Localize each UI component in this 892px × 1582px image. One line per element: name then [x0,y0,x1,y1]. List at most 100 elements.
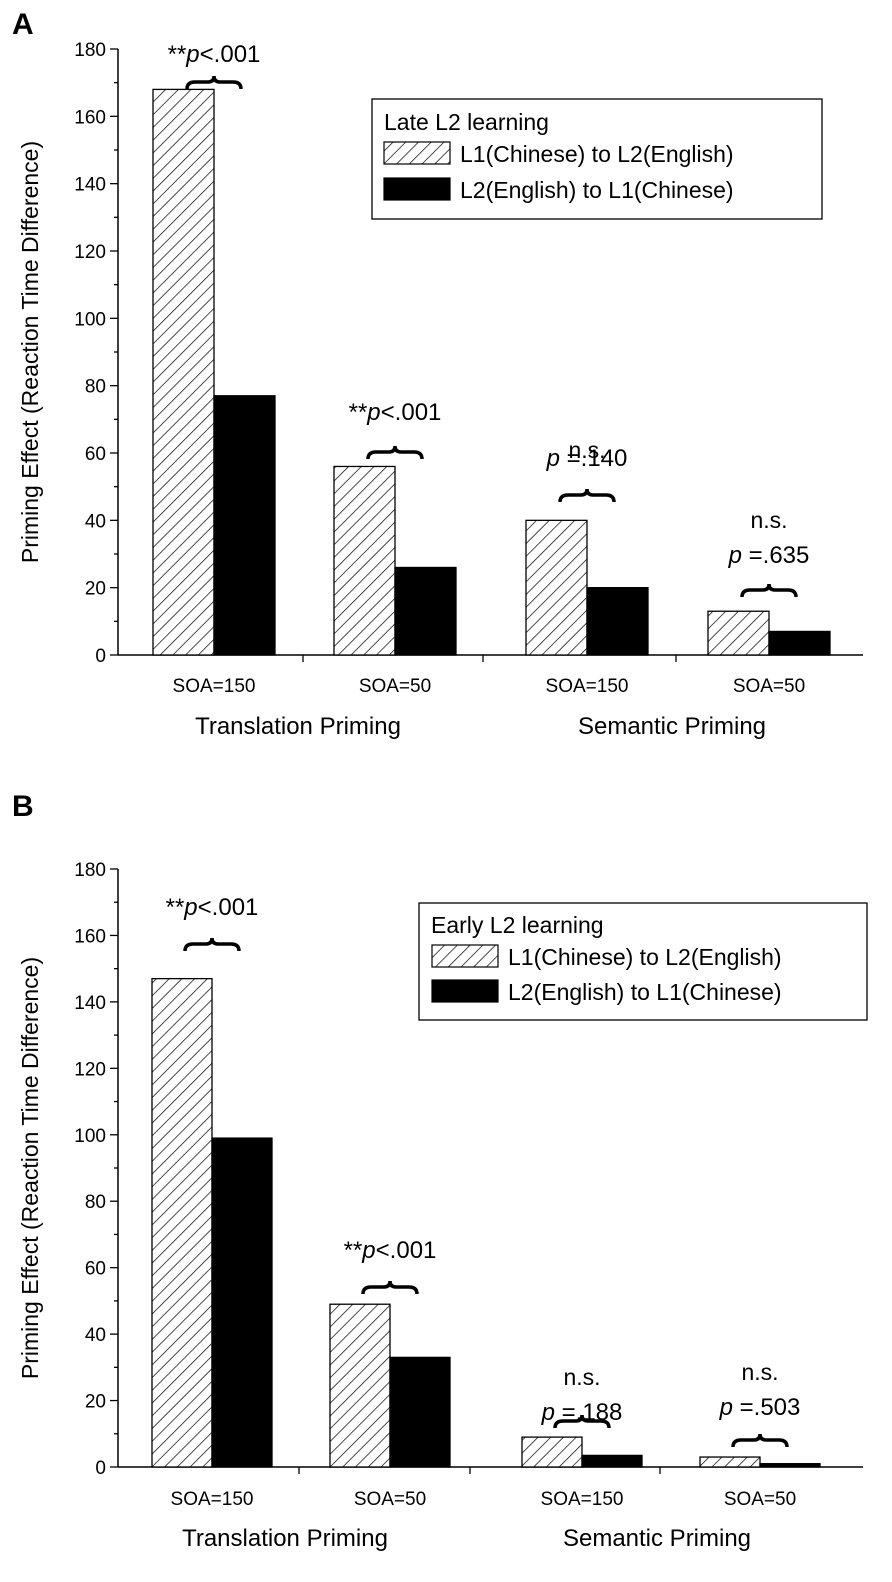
chart-b-bar-l2-to-l1-3 [759,1463,821,1468]
chart-a-legend-title: Late L2 learning [384,109,549,135]
chart-b-annotation-stars: ** [166,894,185,921]
chart-b-brace [183,937,241,952]
chart-b-y-tick-label: 140 [74,993,106,1014]
chart-a-brace [558,488,616,503]
chart-b-group-label: Semantic Priming [563,1525,751,1552]
chart-a-y-tick-label: 20 [85,579,106,600]
chart-a-bar-l1-to-l2-1 [333,465,396,656]
chart-b-annotation-value: <.001 [376,1237,437,1264]
chart-b-annotation-p-italic: p [541,1399,555,1426]
chart-a-bar-l2-to-l1-1 [394,566,457,656]
chart-a-svg: A 0 20 40 60 80 100 120 140 160 180 Priming Effect … [12,8,863,740]
chart-b-annotation-value: <.001 [198,894,259,921]
chart-a-annotation-ns: n.s. [750,507,787,533]
chart-a-bar-l2-to-l1-0 [213,395,276,656]
chart-b-group-label: Translation Priming [182,1525,388,1552]
chart-a-group-label: Semantic Priming [578,713,766,740]
chart-a-brace [185,75,243,90]
chart-b-category-label: SOA=150 [171,1489,254,1510]
chart-a-bar-l1-to-l2-0 [152,88,215,656]
chart-b-bar-l2-to-l1-2 [581,1454,643,1468]
chart-a-annotation-p-italic: p [185,41,199,68]
chart-a-bar-l1-to-l2-2 [525,519,588,656]
chart-b-panel-label: B [12,791,34,823]
chart-a-y-tick-label: 60 [85,444,106,465]
chart-a-annotation-value: <.001 [200,41,261,68]
chart-a-y-tick-label: 40 [85,511,106,532]
chart-b-annotation-p-italic: p [361,1237,375,1264]
chart-b-bar-l1-to-l2-0 [151,977,213,1468]
chart-a-annotation-p-italic: p [366,399,380,426]
chart-b-y-tick-label: 40 [85,1325,106,1346]
chart-a-brace [740,583,798,598]
chart-b-category-label: SOA=50 [724,1489,796,1510]
chart-a-group-label: Translation Priming [195,713,401,740]
chart-a-bar-l2-to-l1-3 [768,630,831,656]
chart-a-annotation-p: p =.140 [546,445,628,472]
chart-a-y-tick-label: 180 [74,40,106,61]
chart-b-annotation-p: p =.188 [541,1399,623,1426]
chart-a-annotation-stars: ** [349,399,368,426]
chart-a-y-tick-label: 140 [74,175,106,196]
chart-b-y-tick-label: 100 [74,1126,106,1147]
chart-a-annotation-value: <.001 [381,399,442,426]
chart-b-annotation-value: =.503 [733,1394,800,1421]
chart-b-y-tick-label: 0 [95,1458,106,1479]
chart-b-legend-entry: L1(Chinese) to L2(English) [508,944,782,970]
chart-b-svg: B 0 20 40 60 80 100 120 140 160 180 Priming Effect … [12,791,868,1552]
chart-a-legend-swatch-solid [383,177,451,201]
chart-a-bar-l1-to-l2-3 [707,610,770,656]
chart-a-annotation-stars: ** [168,41,187,68]
chart-b-annotation-p: **p<.001 [166,894,259,921]
chart-b-annotation-stars: ** [344,1237,363,1264]
chart-a-annotation-value: =.140 [560,445,627,472]
chart-a-y-axis-label: Priming Effect (Reaction Time Difference… [17,141,43,563]
chart-b-annotation-p-italic: p [183,894,197,921]
chart-a-y-tick-label: 160 [74,107,106,128]
chart-b-legend-entry: L2(English) to L1(Chinese) [508,979,782,1005]
chart-b-category-label: SOA=50 [354,1489,426,1510]
chart-a-category-label: SOA=150 [546,676,629,697]
chart-a-annotation-p: **p<.001 [349,399,442,426]
chart-b-annotation-p-italic: p [719,1394,733,1421]
chart-b-brace [361,1280,419,1295]
chart-a-legend-swatch-hatched [383,141,451,165]
chart-a-panel-label: A [12,8,34,41]
chart-a-annotation-ns: n.s. [568,437,605,463]
chart-b-annotation-ns: n.s. [741,1359,778,1385]
chart-b-y-tick-label: 80 [85,1192,106,1213]
chart-b-category-label: SOA=150 [541,1489,624,1510]
chart-b-annotation-p: p =.503 [719,1394,801,1421]
chart-b-bar-l2-to-l1-0 [211,1137,273,1468]
chart-b-bar-l1-to-l2-1 [329,1303,391,1468]
chart-a-category-label: SOA=50 [359,676,431,697]
chart-b-annotation-p: **p<.001 [344,1237,437,1264]
chart-a-legend-entry: L1(Chinese) to L2(English) [460,141,734,167]
chart-a-annotation-p-italic: p [728,542,742,569]
chart-b-legend-swatch-solid [431,979,499,1003]
chart-a-annotation-p: **p<.001 [168,41,261,68]
chart-a-annotation-p: p =.635 [728,542,810,569]
chart-a-y-tick-label: 80 [85,377,106,398]
chart-b-y-tick-label: 60 [85,1259,106,1280]
chart-a-legend-entry: L2(English) to L1(Chinese) [460,177,734,203]
chart-b-y-tick-label: 20 [85,1392,106,1413]
chart-b-legend-swatch-hatched [431,944,499,968]
chart-b-legend-title: Early L2 learning [431,912,604,938]
chart-b-y-tick-label: 160 [74,926,106,947]
chart-b-bar-l1-to-l2-3 [699,1456,761,1468]
chart-panel-b: B 0 20 40 60 80 100 120 140 160 180 Priming Effect … [0,791,892,1582]
chart-b-brace [731,1433,789,1448]
chart-a-category-label: SOA=50 [733,676,805,697]
chart-a-y-tick-label: 0 [95,646,106,667]
chart-b-annotation-ns: n.s. [563,1364,600,1390]
chart-b-y-tick-label: 180 [74,860,106,881]
chart-a-category-label: SOA=150 [173,676,256,697]
chart-b-y-axis-label: Priming Effect (Reaction Time Difference… [17,957,43,1379]
chart-a-y-tick-label: 100 [74,309,106,330]
chart-a-bar-l2-to-l1-2 [586,587,649,656]
chart-a-y-tick-label: 120 [74,242,106,263]
chart-b-brace [553,1414,611,1429]
chart-b-bar-l2-to-l1-1 [389,1356,451,1468]
chart-a-brace [366,445,424,460]
